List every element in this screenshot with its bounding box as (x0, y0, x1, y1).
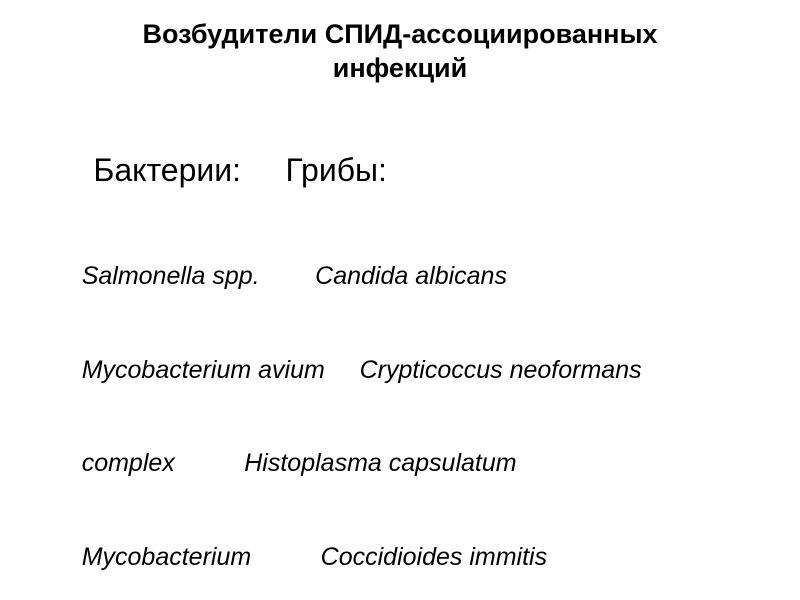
gap (241, 152, 285, 188)
row-3: complex Histoplasma capsulatum (40, 417, 760, 511)
slide: Возбудители СПИД-ассоциированных инфекци… (0, 0, 800, 600)
slide-title: Возбудители СПИД-ассоциированных инфекци… (40, 18, 760, 86)
row-headings-1: Бактерии: Грибы: (40, 110, 760, 230)
gap (325, 356, 360, 384)
species-cryptococcus: Crypticoccus neoformans (360, 356, 642, 384)
species-myco-avium: Mycobacterium avium (82, 356, 325, 384)
species-coccidioides: Coccidioides immitis (321, 543, 547, 571)
row-2: Mycobacterium avium Crypticoccus neoform… (40, 323, 760, 417)
heading-bacteria: Бактерии: (93, 152, 241, 188)
row-1: Salmonella spp. Candida albicans (40, 230, 760, 324)
species-histoplasma: Histoplasma capsulatum (244, 449, 516, 477)
slide-body: Бактерии: Грибы: Salmonella spp. Candida… (40, 110, 760, 600)
row-4: Mycobacterium Coccidioides immitis (40, 511, 760, 600)
gap (251, 543, 320, 571)
species-salmonella: Salmonella spp. (82, 262, 260, 290)
species-candida: Candida albicans (315, 262, 507, 290)
gap (260, 262, 316, 290)
gap (175, 449, 244, 477)
heading-fungi: Грибы: (285, 152, 386, 188)
title-line-1: Возбудители СПИД-ассоциированных (40, 18, 760, 52)
species-mycobacterium: Mycobacterium (82, 543, 252, 571)
species-complex: complex (82, 449, 175, 477)
title-line-2: инфекций (40, 52, 760, 86)
